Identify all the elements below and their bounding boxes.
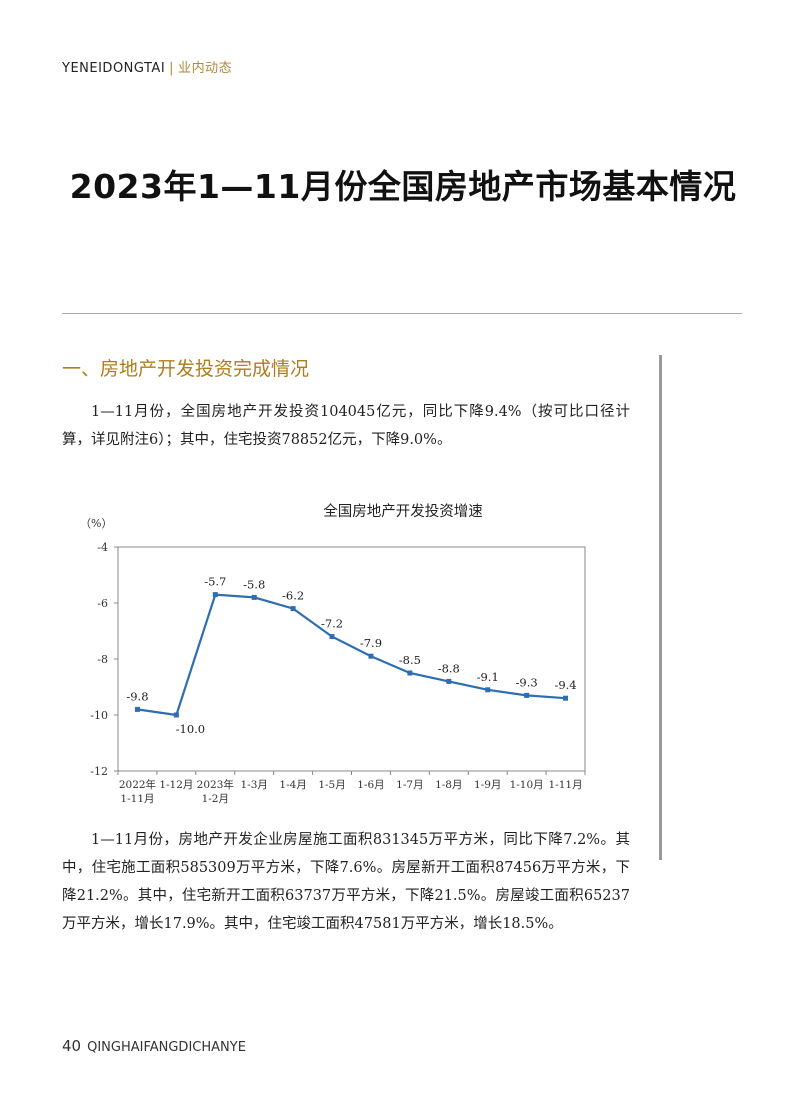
x-tick-label: 1-10月 [510, 779, 544, 791]
data-point [485, 687, 491, 693]
series-line [137, 593, 566, 717]
data-point [368, 653, 374, 659]
header-section-en: YENEIDONGTAI [62, 61, 166, 76]
plot-frame [117, 546, 586, 772]
data-label: -9.8 [126, 689, 148, 703]
x-tick-label: 1-7月 [396, 779, 423, 791]
data-label: -7.9 [360, 636, 382, 650]
margin-bar [659, 355, 662, 860]
data-point [329, 634, 335, 640]
y-tick-label: -6 [97, 597, 108, 610]
y-tick-label: -10 [90, 709, 108, 722]
divider [62, 313, 742, 314]
data-label: -9.3 [516, 675, 538, 689]
data-point [251, 594, 257, 600]
data-label: -10.0 [176, 722, 206, 736]
section-heading: 一、房地产开发投资完成情况 [62, 358, 310, 380]
x-tick-label: 1-2月 [202, 793, 229, 805]
data-point [563, 695, 569, 701]
x-tick-label: 1-6月 [357, 779, 384, 791]
publication-name: QINGHAIFANGDICHANYE [87, 1040, 246, 1055]
x-tick-label: 1-8月 [435, 779, 462, 791]
y-tick-label: -12 [90, 765, 108, 778]
header-separator: | [169, 61, 175, 76]
data-label: -9.4 [554, 678, 576, 692]
x-tick-label: 1-12月 [159, 779, 193, 791]
x-tick-label: 1-11月 [120, 793, 154, 805]
data-label: -5.7 [204, 575, 226, 589]
running-header: YENEIDONGTAI | 业内动态 [62, 57, 232, 76]
data-label: -7.2 [321, 617, 343, 631]
header-section-cn: 业内动态 [178, 61, 233, 76]
x-tick-label: 2023年 [197, 778, 234, 791]
y-axis-label: （%） [80, 517, 112, 530]
page-number: 40 [62, 1037, 82, 1055]
data-point [212, 592, 218, 598]
paragraph: 1—11月份，房地产开发企业房屋施工面积831345万平方米，同比下降7.2%。… [62, 832, 630, 932]
data-label: -9.1 [477, 670, 499, 684]
data-point [524, 692, 530, 698]
y-tick-label: -4 [97, 541, 108, 554]
data-label: -8.8 [438, 661, 460, 675]
data-label: -6.2 [282, 589, 304, 603]
x-tick-label: 1-11月 [548, 779, 582, 791]
chart-title: 全国房地产开发投资增速 [323, 504, 483, 520]
line-chart: （%） -4 -6 -8 -10 -12 2022年 1-11月 1-12月 2023年 1-2月 1… [80, 517, 586, 805]
data-point [446, 678, 452, 684]
x-tick-label: 1-9月 [474, 779, 501, 791]
data-label: -8.5 [399, 653, 421, 667]
y-tick-label: -8 [97, 653, 108, 666]
x-tick-label: 1-3月 [240, 779, 267, 791]
article-title: 2023年1—11月份全国房地产市场基本情况 [69, 167, 737, 206]
paragraph: 1—11月份，全国房地产开发投资104045亿元，同比下降9.4%（按可比口径计… [62, 404, 630, 448]
data-point [173, 712, 179, 718]
data-point [134, 706, 140, 712]
x-tick-label: 1-5月 [318, 779, 345, 791]
data-point [290, 606, 296, 612]
x-tick-label: 2022年 [119, 778, 156, 791]
footer: 40 QINGHAIFANGDICHANYE [62, 1037, 246, 1055]
data-label: -5.8 [243, 577, 265, 591]
data-point [407, 670, 413, 676]
x-tick-label: 1-4月 [279, 779, 306, 791]
